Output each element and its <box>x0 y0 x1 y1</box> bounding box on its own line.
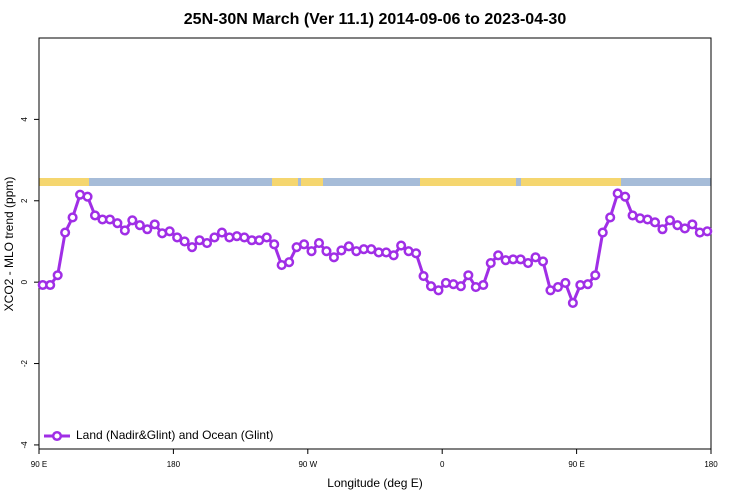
data-point <box>284 257 295 268</box>
x-tick-label: 180 <box>167 460 181 469</box>
y-tick-label: -4 <box>20 441 29 449</box>
data-point <box>299 239 310 250</box>
data-point <box>433 285 444 296</box>
data-point <box>582 279 593 290</box>
data-point <box>201 238 213 249</box>
data-point <box>493 250 504 261</box>
y-axis-label: XCO2 - MLO trend (ppm) <box>2 177 16 312</box>
data-point <box>702 226 713 237</box>
data-point <box>425 281 437 292</box>
data-point <box>261 232 272 243</box>
x-axis-label: Longitude (deg E) <box>327 476 422 490</box>
data-point <box>463 270 474 281</box>
data-point <box>149 219 160 230</box>
data-point <box>590 270 601 281</box>
x-tick-label: 180 <box>704 460 718 469</box>
land <box>420 178 516 186</box>
data-point <box>187 242 198 253</box>
data-point <box>134 220 145 231</box>
data-point <box>552 281 563 293</box>
y-tick-label: 2 <box>20 198 29 203</box>
land-ocean-band <box>39 178 711 186</box>
x-tick-label: 90 E <box>31 460 47 469</box>
legend-marker <box>51 430 63 442</box>
data-point <box>605 212 616 223</box>
data-point <box>269 239 280 250</box>
data-point <box>67 212 78 223</box>
data-point <box>112 218 123 229</box>
data-point <box>649 217 661 228</box>
data-point <box>657 224 668 235</box>
data-point <box>455 281 466 292</box>
data-point <box>336 245 347 256</box>
data-point <box>620 191 631 202</box>
data-point <box>687 219 698 230</box>
x-tick-label: 90 W <box>298 460 317 469</box>
land <box>521 178 621 186</box>
land <box>39 178 89 186</box>
data-point <box>119 225 130 236</box>
data-point <box>306 246 317 257</box>
data-point <box>523 257 534 269</box>
data-point <box>343 241 354 252</box>
data-point <box>418 271 429 282</box>
data-point <box>560 277 571 289</box>
data-point <box>179 236 190 247</box>
data-point <box>172 232 183 243</box>
data-point <box>216 227 227 238</box>
data-point <box>45 279 56 291</box>
data-point <box>567 297 578 308</box>
data-point <box>89 210 101 221</box>
data-point <box>328 252 339 263</box>
data-point <box>485 257 496 269</box>
data-point <box>396 240 407 251</box>
data-point <box>679 223 690 234</box>
data-point <box>313 238 325 249</box>
data-point <box>209 232 220 243</box>
plot-frame <box>38 37 712 450</box>
legend-label: Land (Nadir&Glint) and Ocean (Glint) <box>76 428 273 442</box>
ocean <box>39 178 711 186</box>
x-tick-label: 90 E <box>568 460 584 469</box>
x-tick-label: 0 <box>440 460 445 469</box>
land <box>301 178 323 186</box>
data-point <box>52 270 63 281</box>
data-point <box>60 227 71 238</box>
data-point <box>478 279 489 291</box>
y-tick-label: 4 <box>20 117 29 122</box>
y-tick-label: -2 <box>20 359 29 367</box>
data-point <box>321 246 332 257</box>
data-point <box>664 215 675 226</box>
chart-title: 25N-30N March (Ver 11.1) 2014-09-06 to 2… <box>184 11 567 28</box>
land <box>272 178 298 186</box>
data-point <box>411 248 422 259</box>
data-point <box>127 215 138 226</box>
data-point <box>515 254 526 265</box>
data-point <box>104 214 115 225</box>
data-point <box>164 226 175 237</box>
data-point <box>142 224 153 235</box>
data-point <box>537 256 549 267</box>
data-point <box>530 252 541 263</box>
data-point <box>82 191 93 202</box>
y-tick-label: 0 <box>20 279 29 284</box>
data-point <box>388 250 399 261</box>
data-point <box>597 227 608 238</box>
